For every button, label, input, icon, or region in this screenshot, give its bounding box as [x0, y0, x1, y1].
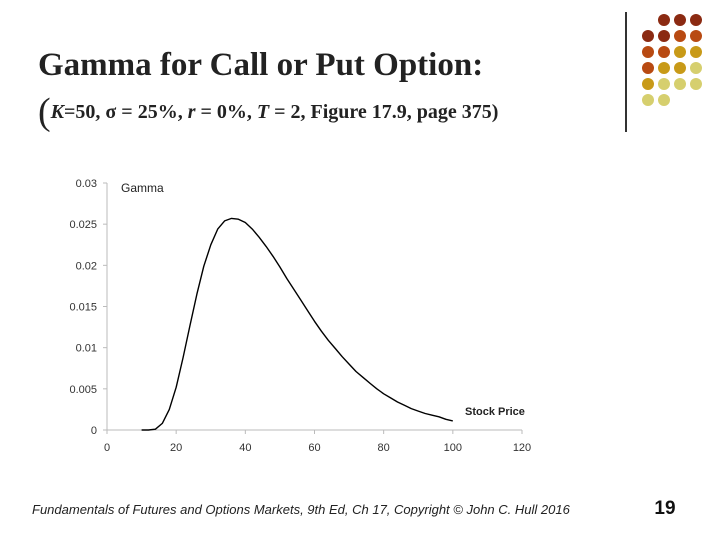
decor-dot — [642, 30, 654, 42]
y-tick-label: 0.005 — [69, 384, 97, 396]
subtitle-k-value: =50, — [64, 101, 106, 123]
decor-dot — [642, 78, 654, 90]
y-axis-label: Gamma — [121, 181, 164, 195]
subtitle-t-value: = 2, Figure 17.9, page 375) — [269, 101, 499, 123]
x-tick-label: 100 — [444, 442, 462, 454]
subtitle-open-paren: ( — [38, 91, 51, 133]
x-axis-label: Stock Price — [465, 406, 525, 418]
decor-dot — [674, 46, 686, 58]
x-tick-label: 120 — [513, 442, 531, 454]
subtitle-t-label: T — [256, 101, 270, 123]
x-tick-label: 60 — [308, 442, 320, 454]
decor-dot — [690, 46, 702, 58]
subtitle-r-label: r — [187, 101, 196, 123]
decor-dot — [690, 62, 702, 74]
decor-dot — [658, 30, 670, 42]
decor-dot — [658, 46, 670, 58]
decor-dot — [642, 62, 654, 74]
decor-dot — [642, 46, 654, 58]
x-tick-label: 40 — [239, 442, 251, 454]
y-tick-label: 0.02 — [76, 260, 97, 272]
x-tick-label: 80 — [378, 442, 390, 454]
subtitle-r-value: = 0%, — [195, 101, 257, 123]
y-tick-label: 0.015 — [69, 302, 97, 314]
decor-dot — [674, 14, 686, 26]
subtitle-sigma: σ — [105, 101, 117, 123]
decor-dot — [674, 78, 686, 90]
y-tick-label: 0.03 — [76, 178, 97, 190]
subtitle-sigma-value: = 25%, — [116, 101, 188, 123]
gamma-series-line — [141, 217, 453, 431]
decor-dot — [690, 30, 702, 42]
x-tick-label: 0 — [104, 442, 110, 454]
y-tick-label: 0.01 — [76, 343, 97, 355]
y-tick-label: 0.025 — [69, 219, 97, 231]
title-divider — [625, 12, 627, 132]
slide-subtitle: (K=50, σ = 25%, r = 0%, T = 2, Figure 17… — [38, 92, 618, 132]
page-number: 19 — [654, 498, 676, 519]
y-tick-label: 0 — [91, 425, 97, 437]
decor-dot — [658, 94, 670, 106]
decor-dot — [658, 78, 670, 90]
subtitle-k-label: K — [50, 101, 64, 123]
gamma-chart: 0 0.005 0.01 0.015 0.02 0.025 0.03 0 20 40 60 80 100… — [69, 178, 531, 454]
decor-dot — [690, 14, 702, 26]
decorative-dot-grid — [642, 14, 702, 106]
slide-title: Gamma for Call or Put Option: — [38, 47, 484, 83]
decor-dot — [658, 14, 670, 26]
footer-copyright: Fundamentals of Futures and Options Mark… — [32, 502, 570, 517]
decor-dot — [674, 30, 686, 42]
decor-dot — [658, 62, 670, 74]
decor-dot — [674, 62, 686, 74]
decor-dot — [642, 94, 654, 106]
decor-dot — [690, 78, 702, 90]
x-tick-label: 20 — [170, 442, 182, 454]
